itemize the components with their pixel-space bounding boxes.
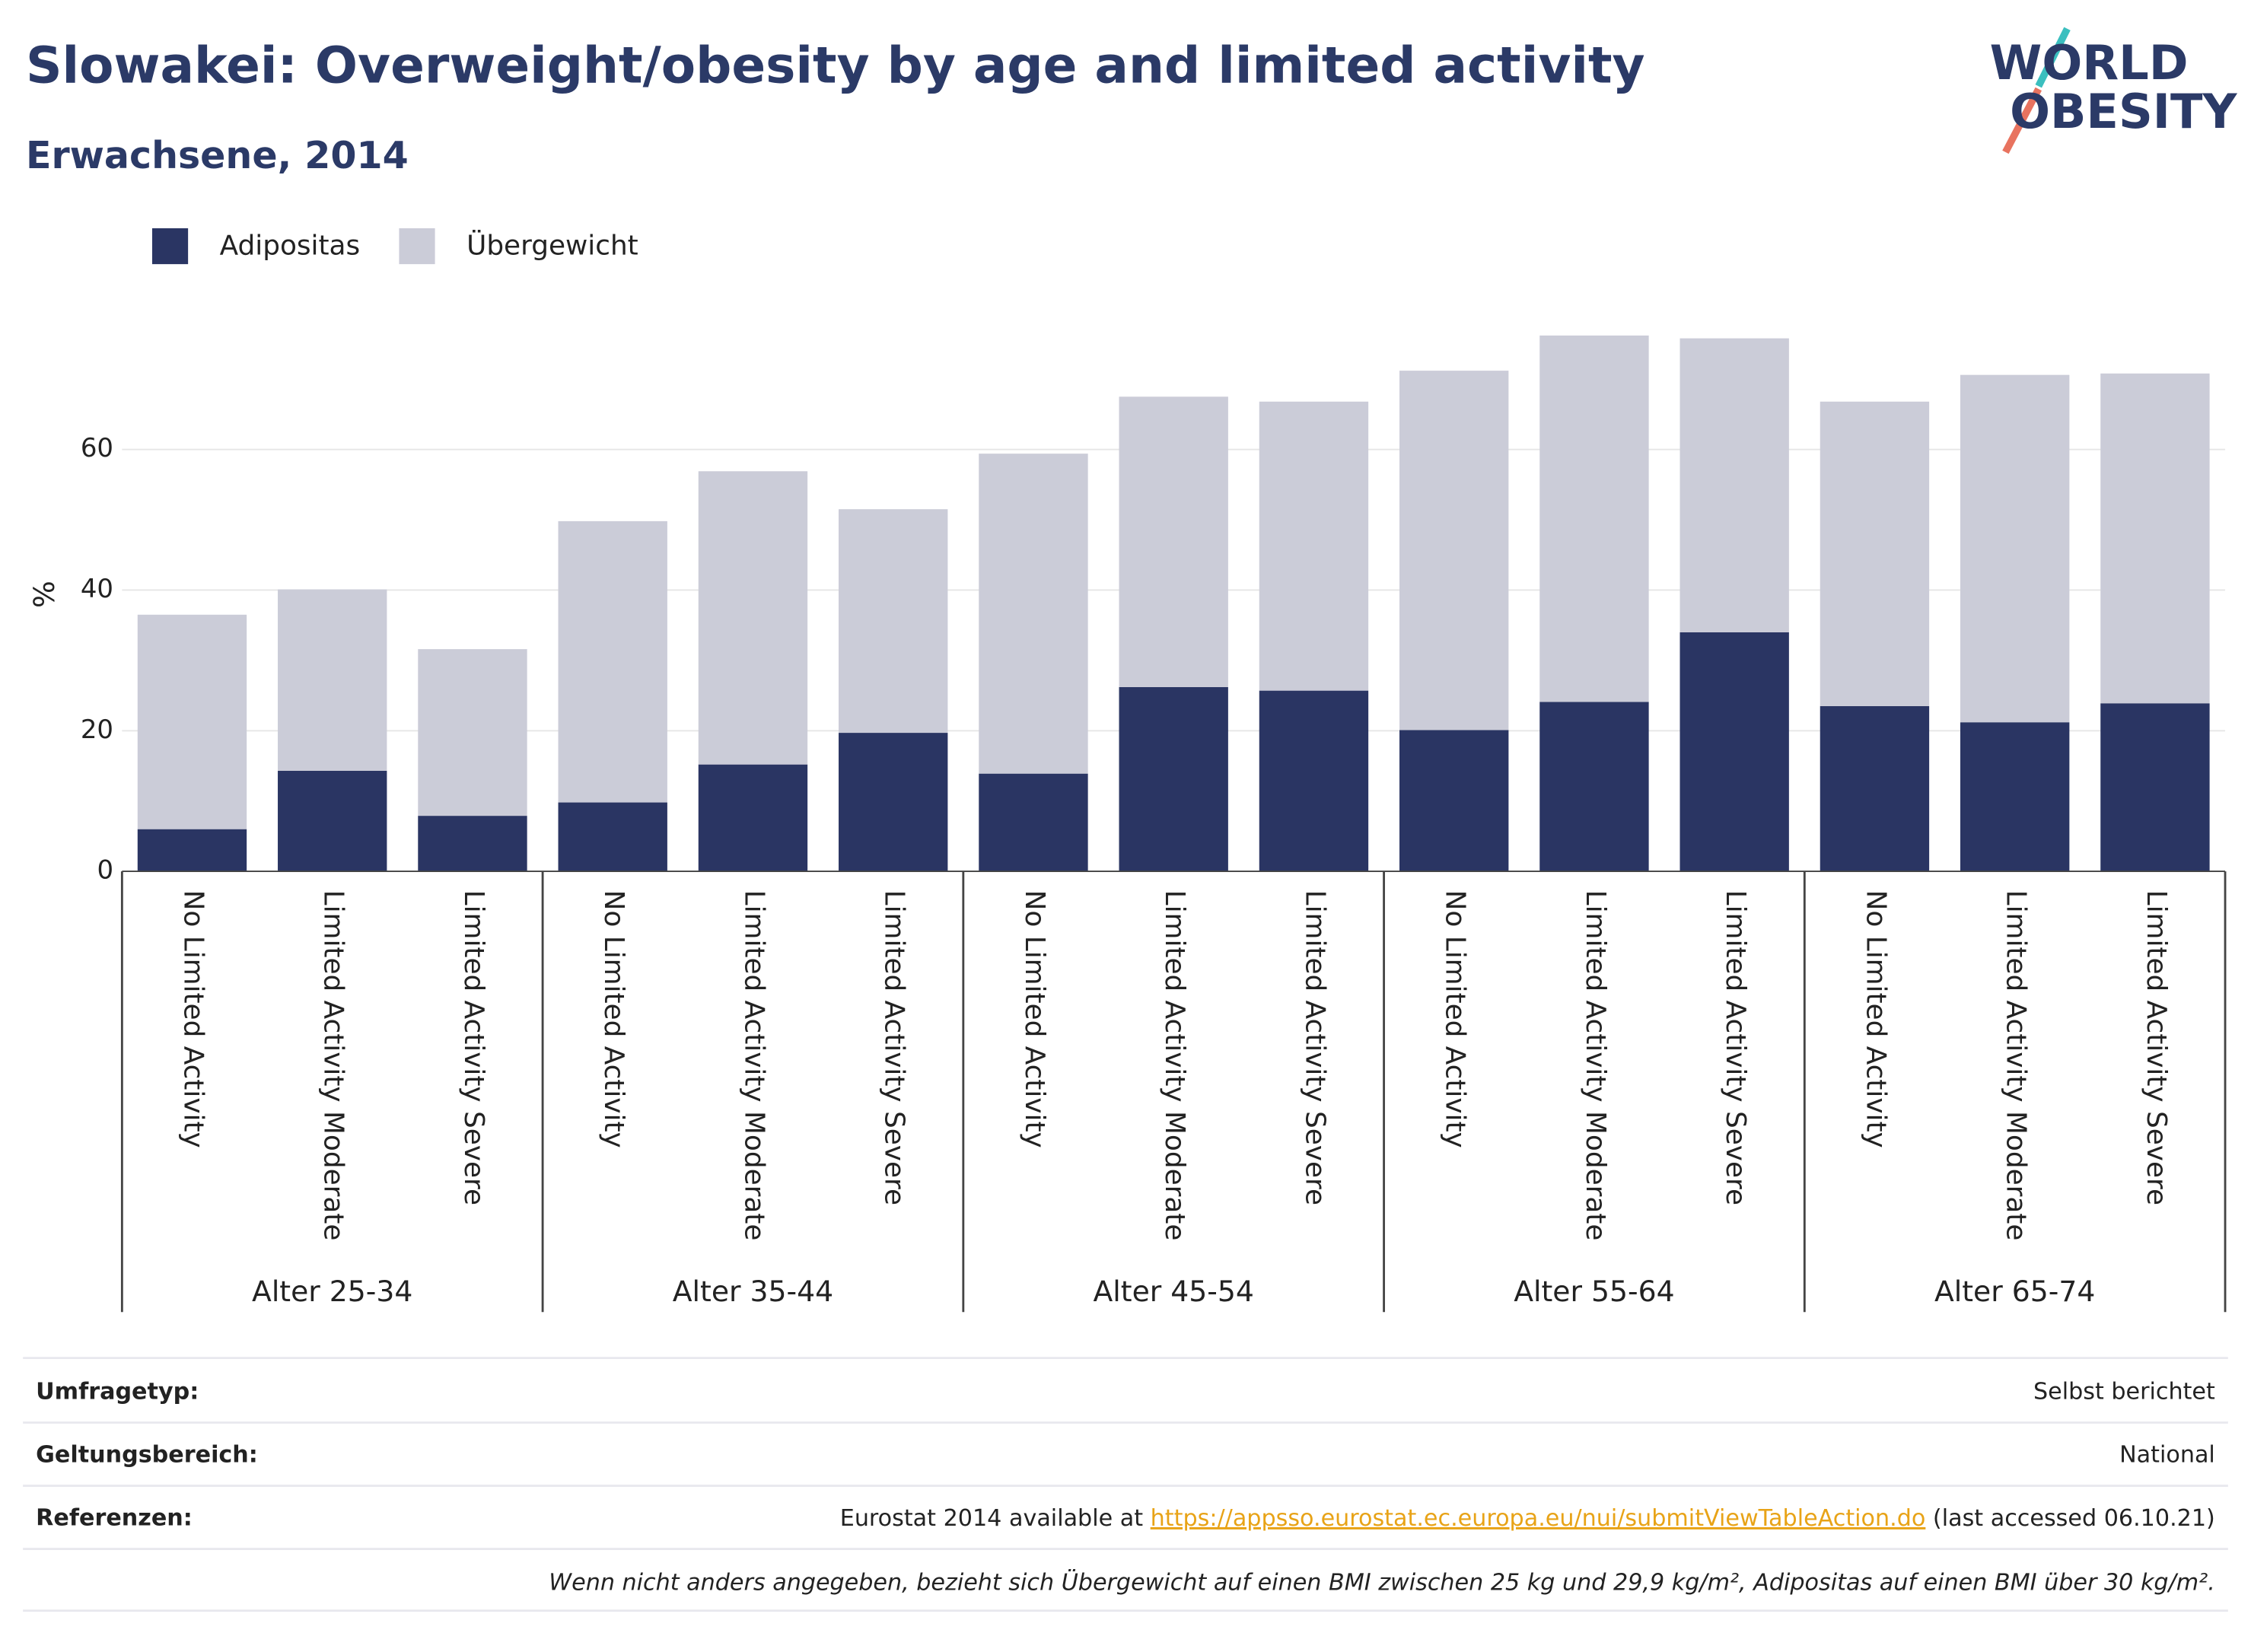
y-tick-label: 0	[97, 855, 113, 886]
x-tick-label: Limited Activity Severe	[1720, 890, 1751, 1205]
x-tick-label: Limited Activity Moderate	[1159, 890, 1190, 1241]
bar-segment	[2100, 703, 2210, 872]
bar-segment	[1399, 730, 1509, 872]
bar-segment	[1960, 374, 2070, 723]
y-tick-label: 60	[81, 433, 113, 463]
group-label: Alter 25-34	[252, 1275, 412, 1308]
chart-subtitle: Erwachsene, 2014	[26, 133, 409, 177]
x-tick-label: Limited Activity Severe	[458, 890, 489, 1205]
reference-text: Eurostat 2014 available at	[840, 1504, 1151, 1531]
bar-segment	[1119, 686, 1228, 872]
legend-label: Adipositas	[220, 230, 361, 261]
bar-segment	[418, 649, 527, 816]
bar-segment	[1259, 401, 1369, 691]
bar-segment	[1539, 335, 1649, 702]
bar-segment	[278, 589, 387, 771]
logo-text: WORLD	[1990, 35, 2189, 91]
y-tick-label: 40	[81, 574, 113, 604]
x-tick-label: Limited Activity Severe	[879, 890, 910, 1205]
logo-text: OBESITY	[2010, 84, 2237, 139]
y-axis-label: %	[27, 581, 61, 608]
x-tick-label: Limited Activity Severe	[2141, 890, 2172, 1205]
logo-slash	[2002, 87, 2042, 154]
row-label: Geltungsbereich:	[36, 1441, 258, 1468]
legend-swatch	[151, 228, 189, 265]
bar-segment	[1399, 371, 1509, 731]
legend-swatch	[399, 228, 435, 265]
x-tick-label: Limited Activity Moderate	[318, 890, 349, 1241]
reference: Eurostat 2014 available at https://appss…	[840, 1504, 2215, 1531]
bar-segment	[1119, 396, 1228, 687]
bar-segment	[1820, 705, 1930, 872]
bar-segment	[1679, 338, 1789, 632]
bar-segment	[278, 770, 387, 872]
bar-segment	[1679, 632, 1789, 872]
x-tick-label: No Limited Activity	[1019, 890, 1050, 1148]
reference-link[interactable]: https://appsso.eurostat.ec.europa.eu/nui…	[1151, 1504, 1926, 1531]
y-tick-label: 20	[81, 715, 113, 745]
reference-text: (last accessed 06.10.21)	[1925, 1504, 2214, 1531]
row-label: Umfragetyp:	[36, 1378, 199, 1405]
bar-segment	[418, 816, 527, 872]
x-tick-label: Limited Activity Moderate	[2001, 890, 2032, 1241]
bar-segment	[1960, 722, 2070, 872]
bar-segment	[1259, 690, 1369, 872]
bar-segment	[839, 733, 948, 872]
bar-segment	[137, 614, 247, 829]
bar-segment	[1820, 401, 1930, 706]
bar-segment	[979, 773, 1088, 872]
bar-segment	[979, 454, 1088, 774]
x-tick-label: Limited Activity Moderate	[1580, 890, 1611, 1241]
bar-segment	[1539, 702, 1649, 872]
bar-segment	[2100, 373, 2210, 704]
legend-label: Übergewicht	[466, 229, 638, 261]
logo: WORLD OBESITY	[1990, 27, 2237, 154]
bar-segment	[137, 829, 247, 872]
bar-segment	[558, 520, 667, 803]
footnote: Wenn nicht anders angegeben, bezieht sic…	[549, 1568, 2215, 1596]
x-tick-label: No Limited Activity	[598, 890, 629, 1148]
row-value: National	[2119, 1441, 2215, 1468]
group-label: Alter 35-44	[673, 1275, 833, 1308]
row-value: Selbst berichtet	[2033, 1378, 2215, 1405]
logo-slash	[2035, 27, 2071, 88]
x-tick-label: No Limited Activity	[177, 890, 209, 1148]
bar-segment	[558, 802, 667, 872]
bar-segment	[698, 471, 808, 765]
group-label: Alter 45-54	[1094, 1275, 1254, 1308]
x-tick-label: Limited Activity Moderate	[738, 890, 769, 1241]
x-tick-label: No Limited Activity	[1440, 890, 1471, 1148]
group-label: Alter 55-64	[1514, 1275, 1674, 1308]
bar-segment	[698, 764, 808, 872]
group-label: Alter 65-74	[1934, 1275, 2095, 1308]
row-label: Referenzen:	[36, 1504, 193, 1531]
chart-title: Slowakei: Overweight/obesity by age and …	[26, 37, 1645, 95]
x-tick-label: No Limited Activity	[1860, 890, 1891, 1148]
bar-segment	[839, 509, 948, 734]
x-tick-label: Limited Activity Severe	[1299, 890, 1330, 1205]
